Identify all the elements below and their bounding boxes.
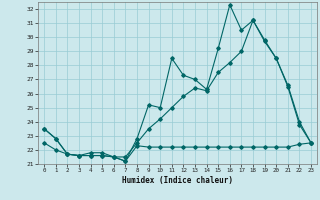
- X-axis label: Humidex (Indice chaleur): Humidex (Indice chaleur): [122, 176, 233, 185]
